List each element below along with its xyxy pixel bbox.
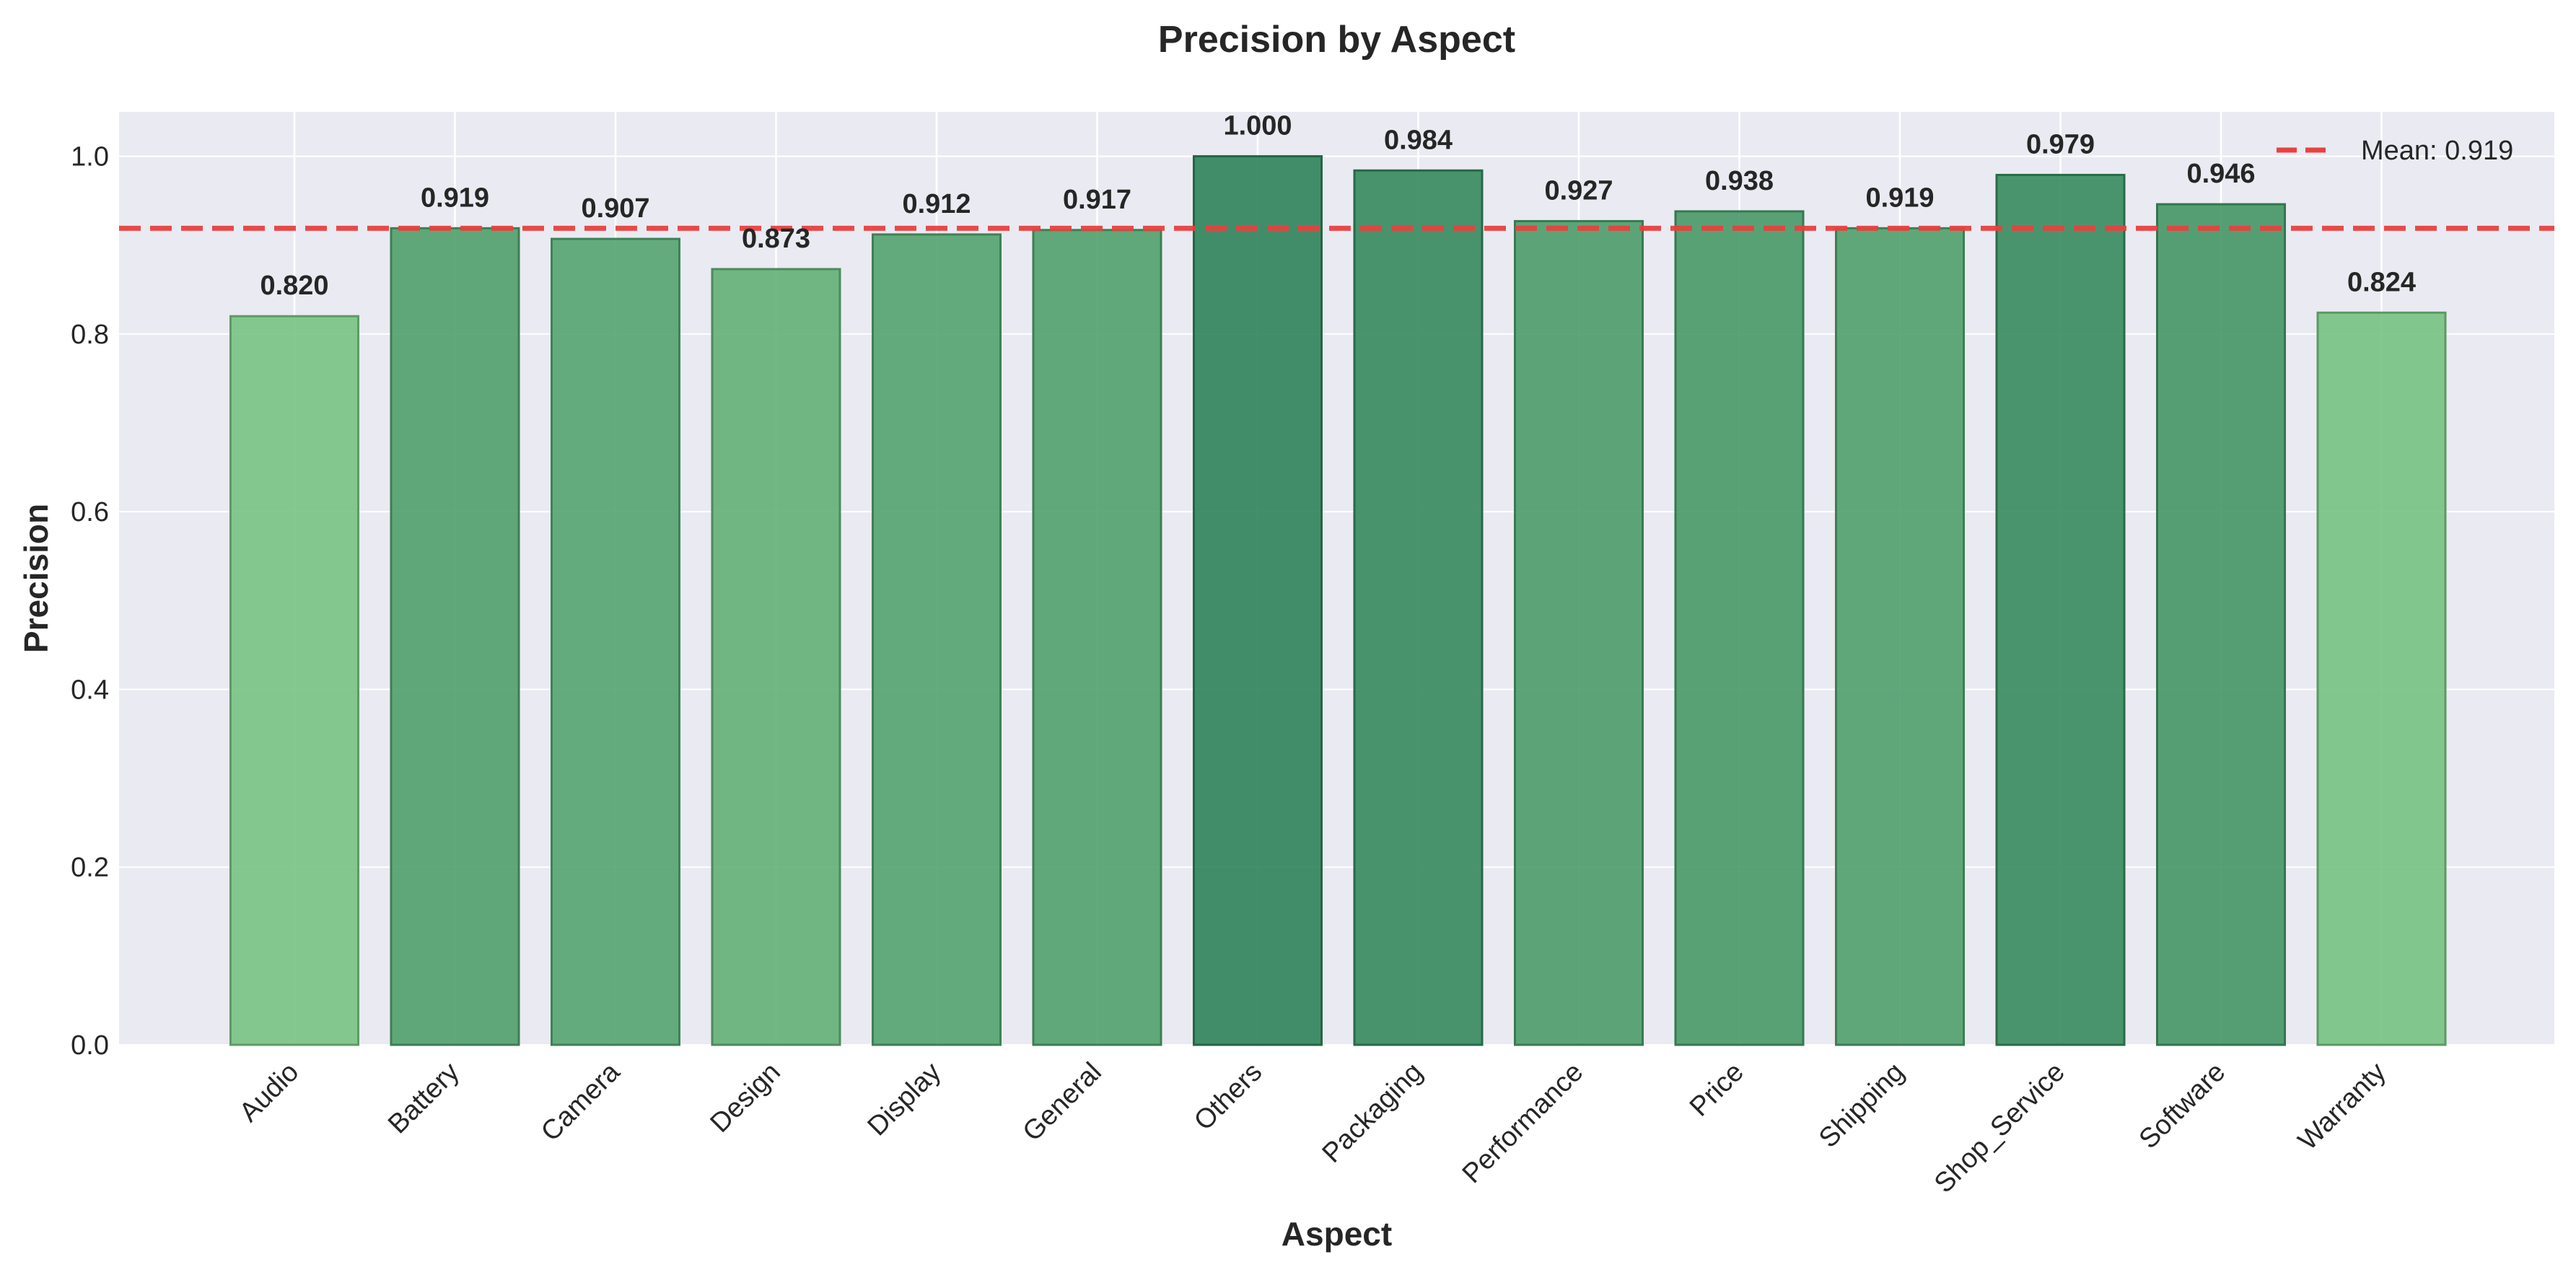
chart-title: Precision by Aspect bbox=[1158, 19, 1515, 61]
plot-area bbox=[119, 112, 2554, 1045]
bar-warranty bbox=[2316, 311, 2447, 1046]
bar-camera bbox=[551, 237, 680, 1046]
value-label-shipping: 0.919 bbox=[1865, 183, 1934, 213]
y-axis-label: Precision bbox=[17, 504, 55, 653]
x-tick-label-battery: Battery bbox=[382, 1057, 465, 1140]
legend: Mean: 0.919 bbox=[2277, 136, 2513, 166]
bar-others bbox=[1193, 155, 1323, 1046]
y-tick-label-1: 0.2 bbox=[71, 853, 109, 883]
bar-shop-service bbox=[1995, 173, 2126, 1046]
x-tick-label-price: Price bbox=[1684, 1057, 1750, 1123]
y-tick-label-4: 0.8 bbox=[71, 320, 109, 350]
bars bbox=[229, 155, 2447, 1046]
value-label-software: 0.946 bbox=[2186, 159, 2255, 189]
value-label-performance: 0.927 bbox=[1544, 175, 1613, 206]
bar-software bbox=[2156, 203, 2286, 1046]
bar-audio bbox=[229, 315, 359, 1046]
value-label-others: 1.000 bbox=[1223, 111, 1292, 141]
legend-label-mean: Mean: 0.919 bbox=[2361, 136, 2513, 166]
bar-battery bbox=[390, 227, 520, 1046]
value-label-general: 0.917 bbox=[1063, 185, 1131, 215]
bar-price bbox=[1674, 210, 1805, 1046]
x-tick-label-design: Design bbox=[705, 1057, 787, 1139]
value-label-camera: 0.907 bbox=[581, 193, 649, 224]
value-label-design: 0.873 bbox=[742, 224, 810, 254]
y-tick-label-0: 0.0 bbox=[71, 1030, 109, 1061]
bar-shipping bbox=[1835, 227, 1965, 1046]
bar-packaging bbox=[1353, 169, 1484, 1046]
x-tick-label-shipping: Shipping bbox=[1813, 1057, 1910, 1154]
x-tick-label-others: Others bbox=[1188, 1057, 1268, 1136]
value-label-warranty: 0.824 bbox=[2347, 267, 2416, 297]
x-tick-label-shop-service: Shop_Service bbox=[1929, 1057, 2071, 1199]
value-labels: 0.820 0.919 0.907 0.873 0.912 0.917 1.000 0.984… bbox=[260, 111, 2416, 302]
bar-display bbox=[872, 233, 1002, 1046]
x-tick-label-warranty: Warranty bbox=[2292, 1057, 2392, 1157]
x-tick-label-packaging: Packaging bbox=[1317, 1057, 1429, 1169]
x-tick-label-software: Software bbox=[2134, 1057, 2232, 1155]
x-tick-label-camera: Camera bbox=[535, 1056, 626, 1147]
bar-design bbox=[711, 268, 841, 1046]
x-tick-label-display: Display bbox=[862, 1057, 947, 1142]
value-label-price: 0.938 bbox=[1705, 166, 1774, 196]
y-tick-label-2: 0.4 bbox=[71, 675, 109, 705]
bar-general bbox=[1032, 229, 1162, 1046]
y-axis-ticks: 0.0 0.2 0.4 0.6 0.8 1.0 bbox=[71, 142, 109, 1061]
x-tick-label-performance: Performance bbox=[1457, 1057, 1590, 1190]
x-axis-label: Aspect bbox=[1282, 1215, 1392, 1253]
bar-performance bbox=[1514, 219, 1644, 1046]
x-axis-ticks: Audio Battery Camera Design Display General Ot… bbox=[234, 1056, 2392, 1199]
value-label-battery: 0.919 bbox=[421, 183, 489, 213]
y-tick-label-3: 0.6 bbox=[71, 497, 109, 527]
value-label-display: 0.912 bbox=[902, 189, 971, 219]
value-label-packaging: 0.984 bbox=[1384, 125, 1453, 155]
value-label-audio: 0.820 bbox=[260, 271, 328, 301]
x-tick-label-audio: Audio bbox=[234, 1057, 305, 1128]
x-tick-label-general: General bbox=[1017, 1057, 1108, 1147]
value-label-shop-service: 0.979 bbox=[2026, 129, 2095, 159]
y-tick-label-5: 1.0 bbox=[71, 142, 109, 172]
